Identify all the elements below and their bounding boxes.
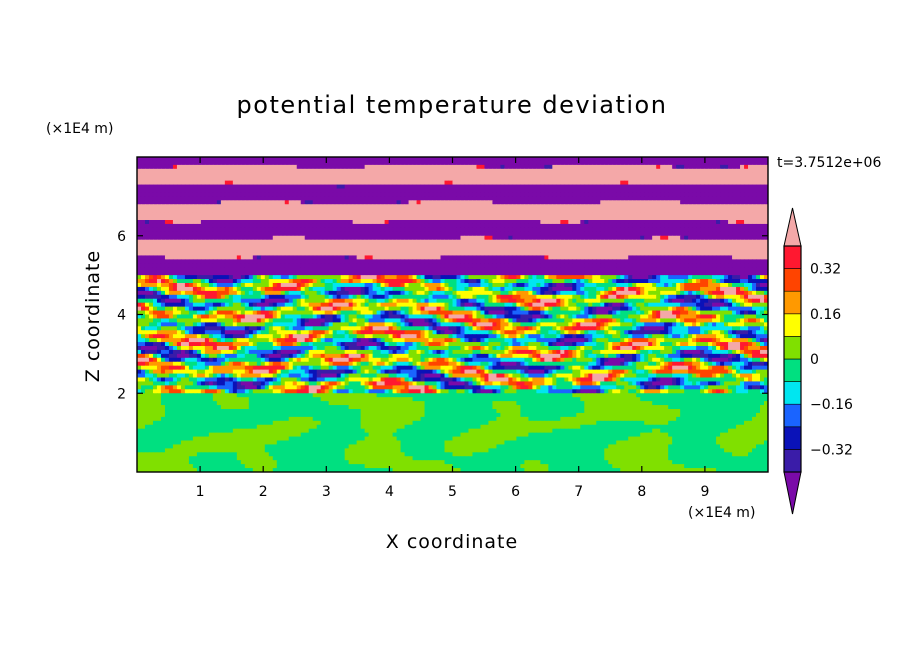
x-axis: 1 2 3 4 5 6 7 8 9 <box>196 157 709 500</box>
x-tick-label: 7 <box>574 484 583 500</box>
x-unit-label: (×1E4 m) <box>688 505 755 521</box>
colorbar-label: 0.32 <box>810 262 841 278</box>
x-tick-label: 4 <box>385 484 394 500</box>
time-label: t=3.7512e+06 <box>777 155 881 171</box>
colorbar-bin <box>783 313 802 337</box>
colorbar-bin <box>783 290 802 315</box>
y-tick-label: 6 <box>117 229 126 245</box>
colorbar-label: −0.32 <box>810 442 853 458</box>
heatmap-field <box>137 157 768 472</box>
colorbar: 0.32 0.16 0 −0.16 −0.32 <box>783 207 853 515</box>
colorbar-label: 0.16 <box>810 307 841 323</box>
x-tick-label: 1 <box>196 484 205 500</box>
y-tick-label: 4 <box>117 308 126 324</box>
colorbar-bin <box>783 358 802 382</box>
x-tick-label: 9 <box>700 484 709 500</box>
colorbar-bin <box>783 449 802 473</box>
x-axis-label: X coordinate <box>386 531 518 553</box>
x-tick-label: 5 <box>448 484 457 500</box>
y-axis-label: Z coordinate <box>82 250 104 382</box>
colorbar-bin <box>783 245 802 269</box>
chart-title: potential temperature deviation <box>237 91 668 119</box>
colorbar-bin <box>783 268 802 292</box>
colorbar-bin <box>783 336 802 360</box>
colorbar-bin <box>783 381 802 405</box>
colorbar-label: 0 <box>810 352 819 368</box>
y-axis: 2 4 6 <box>117 229 768 402</box>
x-tick-label: 6 <box>511 484 520 500</box>
x-tick-label: 2 <box>259 484 268 500</box>
y-tick-label: 2 <box>117 386 126 402</box>
colorbar-bin <box>783 426 802 450</box>
x-tick-label: 3 <box>322 484 331 500</box>
colorbar-label: −0.16 <box>810 397 853 413</box>
colorbar-bin <box>783 403 802 428</box>
x-tick-label: 8 <box>637 484 646 500</box>
colorbar-frame <box>783 245 802 473</box>
y-unit-label: (×1E4 m) <box>46 121 113 137</box>
